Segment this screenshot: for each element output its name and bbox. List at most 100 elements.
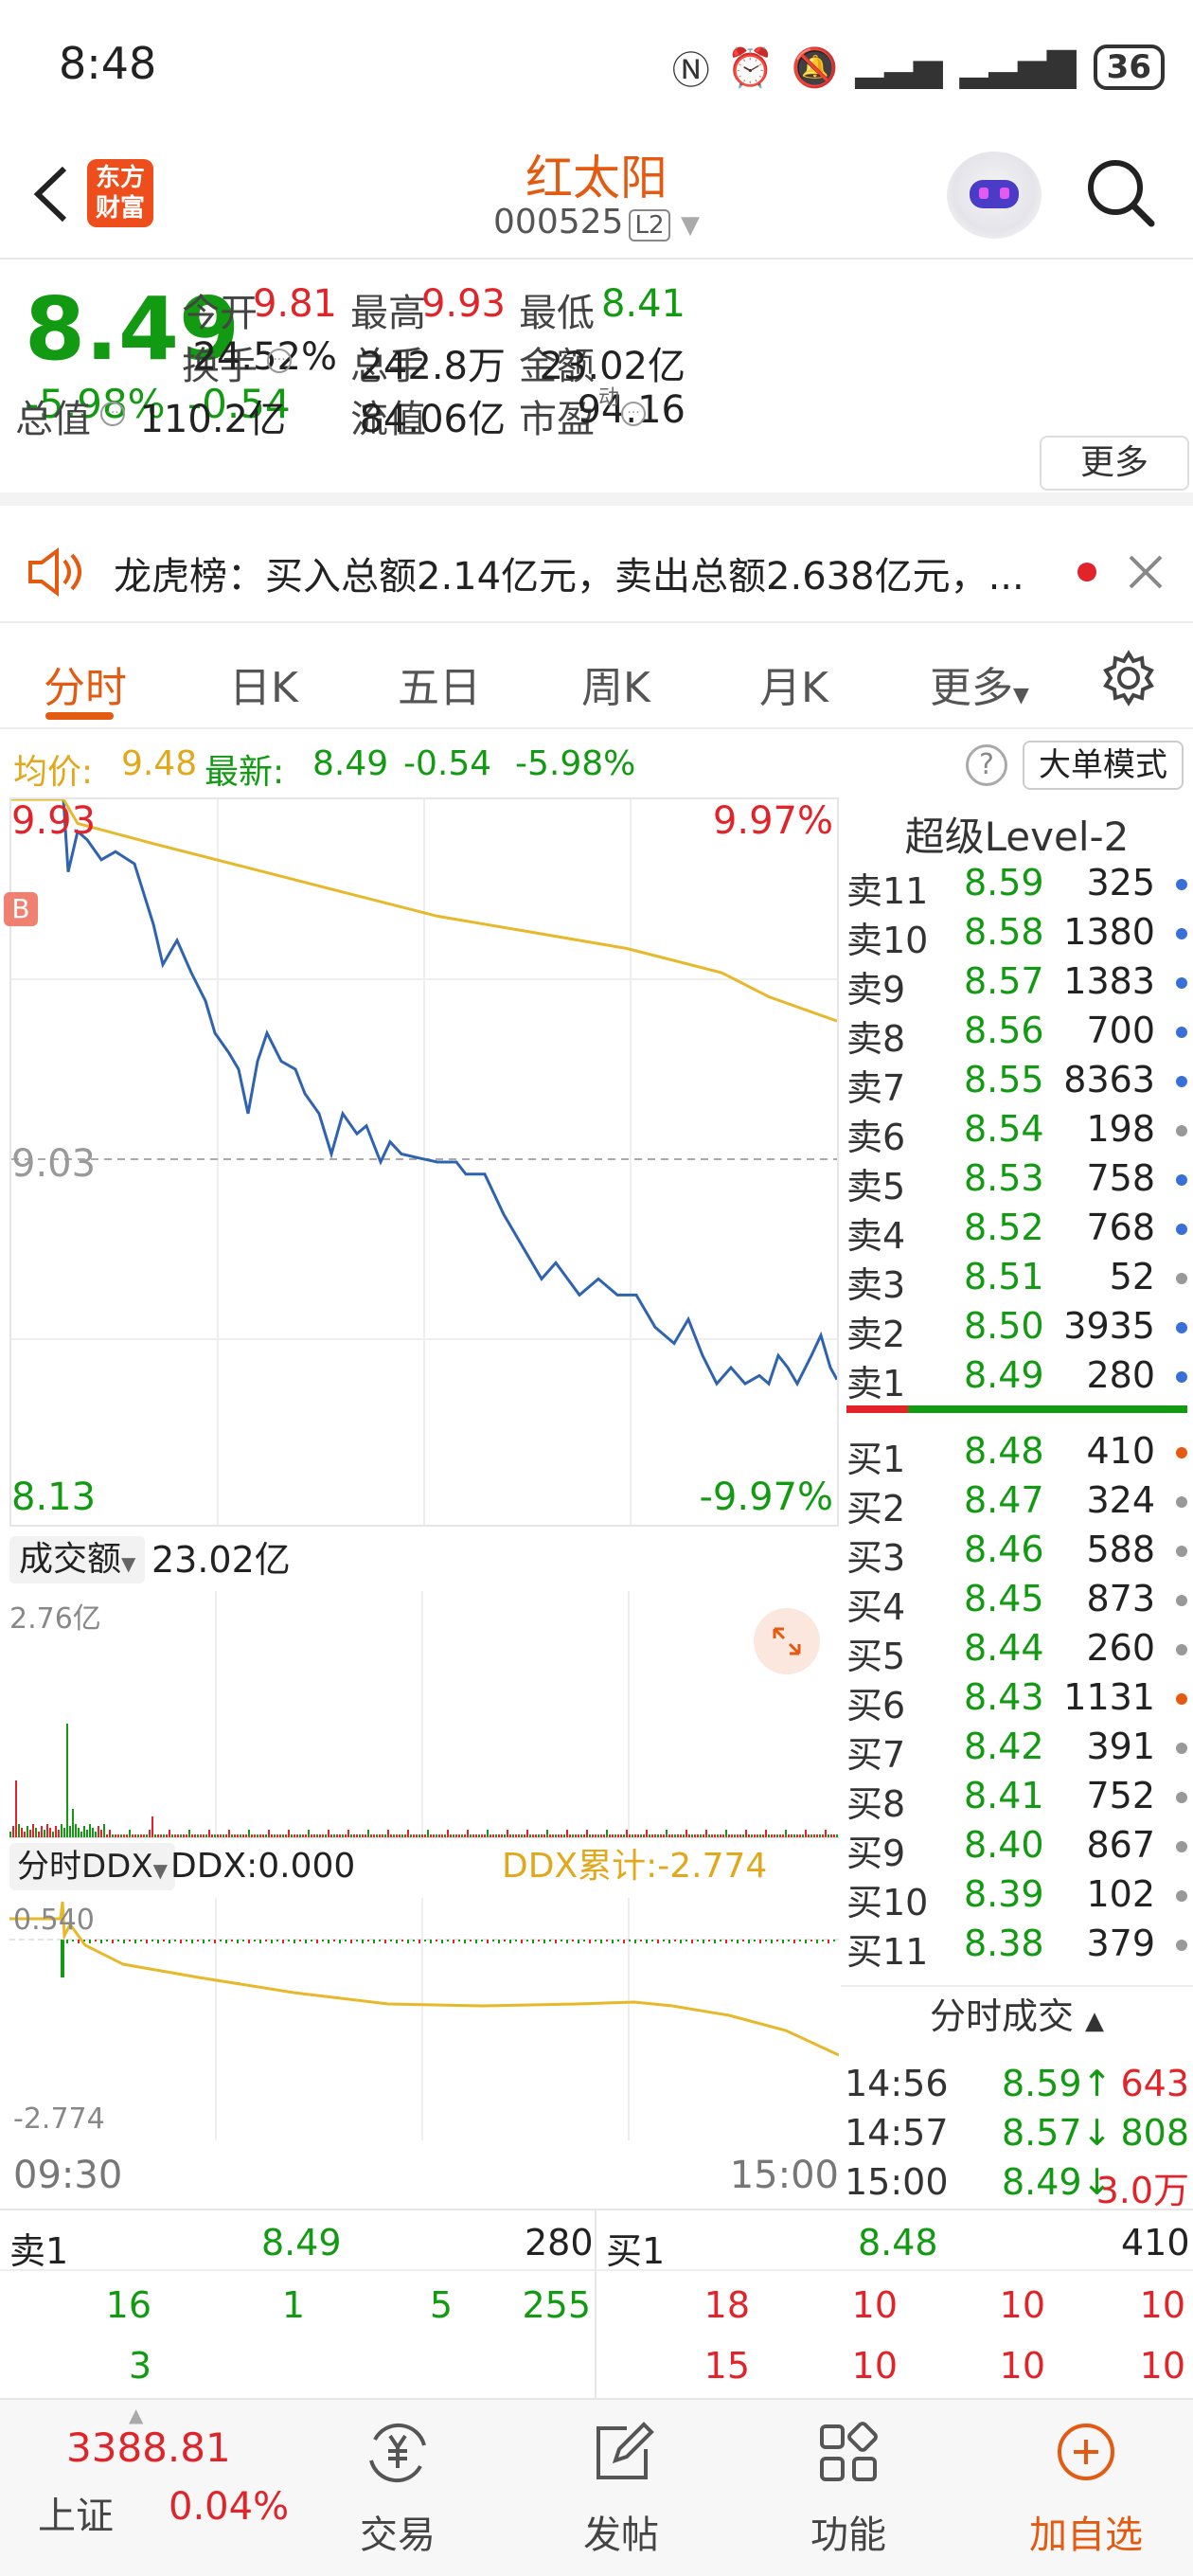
latest-pct: -5.98% [515, 744, 636, 783]
bid-row[interactable]: 买8 8.41 752 [841, 1775, 1193, 1825]
volume-bar [288, 1830, 290, 1837]
tab-five-day[interactable]: 五日 [398, 664, 481, 712]
index-ticker[interactable]: ▲ 3388.81 上证 0.04% [0, 2400, 289, 2576]
ask-row[interactable]: 卖2 8.50 3935 [841, 1305, 1193, 1355]
bid-row[interactable]: 买7 8.42 391 [841, 1726, 1193, 1776]
volume-bar [92, 1828, 94, 1837]
tab-monthly-k[interactable]: 月K [759, 664, 828, 712]
logo-text-1: 东方 [95, 164, 145, 192]
ddx-bar [174, 1940, 176, 1941]
volume-bar [333, 1834, 335, 1837]
bid-row[interactable]: 买6 8.43 1131 [841, 1676, 1193, 1726]
ddx-bar [89, 1940, 91, 1943]
dragon-tiger-notice[interactable]: 龙虎榜：买入总额2.14亿元，卖出总额2.638亿元，... [0, 519, 1193, 623]
high-price-label: 9.93 [11, 799, 97, 843]
more-button[interactable]: 更多 [1040, 436, 1189, 491]
ask-row[interactable]: 卖1 8.49 280 [841, 1354, 1193, 1404]
volume-bar [597, 1834, 599, 1837]
ask-row[interactable]: 卖3 8.51 52 [841, 1256, 1193, 1306]
tab-weekly-k[interactable]: 周K [581, 664, 650, 712]
volume-bar [302, 1834, 304, 1837]
ddx-bar [151, 1940, 153, 1941]
bid-row[interactable]: 买5 8.44 260 [841, 1627, 1193, 1677]
volume-bar [751, 1834, 753, 1837]
expand-icon[interactable] [754, 1608, 820, 1674]
big-order-mode-button[interactable]: 大单模式 [1023, 741, 1184, 790]
tab-daily-k[interactable]: 日K [229, 664, 298, 712]
volume-bar [399, 1834, 401, 1837]
bid-row[interactable]: 买10 8.39 102 [841, 1873, 1193, 1923]
info-icon[interactable]: ··· [267, 349, 292, 373]
bid-row[interactable]: 买9 8.40 867 [841, 1824, 1193, 1874]
queue-cell: 10 [1139, 2284, 1185, 2326]
queue-cell: 10 [851, 2284, 898, 2326]
tab-intraday[interactable]: 分时 [44, 664, 127, 712]
bid-row[interactable]: 买2 8.47 324 [841, 1479, 1193, 1530]
nav-add-watchlist-label: 加自选 [1029, 2513, 1143, 2557]
volume-bar [174, 1834, 176, 1837]
volume-bar [75, 1824, 77, 1837]
volume-bar [396, 1834, 398, 1837]
ask-row[interactable]: 卖7 8.55 8363 [841, 1059, 1193, 1109]
volume-bar [668, 1834, 670, 1837]
stock-code-row[interactable]: 000525 L2 ▼ [0, 203, 1193, 242]
order-dot-icon [1176, 1076, 1187, 1087]
volume-bar [455, 1834, 457, 1837]
ddx-bar [106, 1940, 108, 1941]
volume-bar [274, 1834, 276, 1837]
ask-row[interactable]: 卖11 8.59 325 [841, 862, 1193, 912]
bid-row[interactable]: 买3 8.46 588 [841, 1529, 1193, 1579]
ask-row[interactable]: 卖4 8.52 768 [841, 1207, 1193, 1257]
search-icon[interactable] [1081, 153, 1157, 229]
close-icon[interactable] [1127, 553, 1165, 591]
volume-bar [271, 1834, 273, 1837]
info-icon[interactable]: ··· [621, 402, 646, 426]
ask-row[interactable]: 卖9 8.57 1383 [841, 960, 1193, 1011]
volume-selector[interactable]: 成交额▼ [9, 1536, 146, 1583]
volume-bar [265, 1834, 267, 1837]
ddx-bar [225, 1940, 227, 1943]
avg-label: 均价: [13, 753, 94, 792]
volume-bar [427, 1830, 429, 1837]
volume-bar [117, 1834, 119, 1837]
avg-price-line [11, 799, 837, 1023]
volume-bar [512, 1834, 514, 1837]
back-arrow-icon[interactable] [25, 161, 81, 227]
nav-post[interactable]: 发帖 [564, 2400, 678, 2576]
volume-bar [538, 1834, 540, 1837]
ask-row[interactable]: 卖6 8.54 198 [841, 1108, 1193, 1158]
nav-add-watchlist[interactable]: 加自选 [1015, 2400, 1157, 2576]
ddx-bar [515, 1940, 517, 1941]
bid-row[interactable]: 买4 8.45 873 [841, 1578, 1193, 1628]
nav-trade[interactable]: 交易 [341, 2400, 454, 2576]
order-price: 8.42 [964, 1726, 1044, 1767]
volume-bar [498, 1834, 500, 1837]
volume-bar [78, 1828, 80, 1837]
ticks-header[interactable]: 分时成交 ▲ [841, 1985, 1193, 2048]
ask-row[interactable]: 卖5 8.53 758 [841, 1157, 1193, 1208]
assistant-robot-icon[interactable] [947, 152, 1042, 239]
ask-row[interactable]: 卖10 8.58 1380 [841, 911, 1193, 961]
order-level-label: 卖11 [846, 870, 929, 912]
ask-row[interactable]: 卖8 8.56 700 [841, 1010, 1193, 1060]
ddx-bar [316, 1940, 318, 1943]
volume-bar [572, 1834, 574, 1837]
bid-row[interactable]: 买11 8.38 379 [841, 1923, 1193, 1973]
ddx-panel: 分时DDX▼ DDX:0.000 DDX累计:-2.774 0.540 -2.7… [9, 1843, 839, 2140]
bid-row[interactable]: 买1 8.48 410 [841, 1430, 1193, 1480]
buy1-price: 8.48 [858, 2222, 938, 2263]
ddx-selector[interactable]: 分时DDX▼ [9, 1843, 176, 1890]
ddx-bar [305, 1940, 307, 1943]
ddx-bar [691, 1940, 693, 1943]
tab-more[interactable]: 更多▼ [930, 653, 1029, 714]
volume-bar [776, 1834, 778, 1837]
orderbook-title: 超级Level-2 [904, 814, 1130, 860]
volume-bar [592, 1834, 594, 1837]
settings-gear-icon[interactable] [1100, 650, 1157, 707]
help-icon[interactable]: ? [966, 744, 1007, 786]
nav-features[interactable]: 功能 [792, 2400, 905, 2576]
order-dot-icon [1176, 1371, 1187, 1383]
intraday-price-chart[interactable]: 9.93 9.97% 9.03 8.13 -9.97% B [4, 797, 839, 1527]
info-icon[interactable]: ··· [100, 402, 125, 426]
order-level-label: 买1 [846, 1439, 906, 1480]
